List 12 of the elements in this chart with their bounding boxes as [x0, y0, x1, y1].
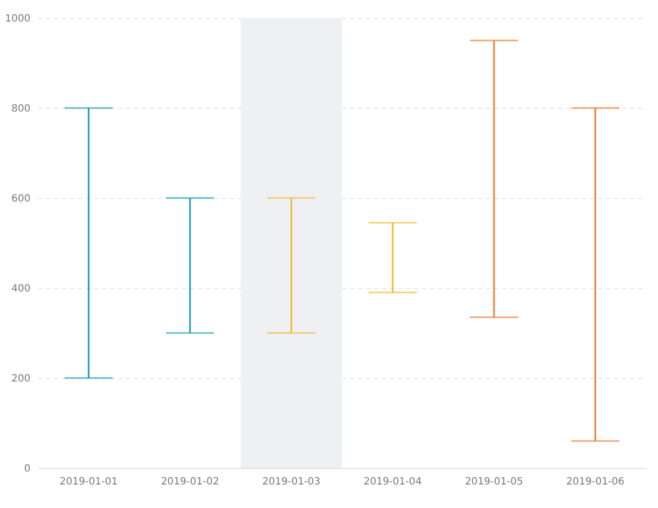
y-tick-label: 1000	[5, 14, 30, 24]
y-tick-label: 400	[11, 284, 30, 294]
x-tick-label: 2019-01-05	[464, 476, 524, 488]
x-tick-label: 2019-01-03	[262, 476, 320, 488]
y-tick-label: 0	[24, 464, 30, 474]
y-tick-label: 800	[11, 104, 30, 114]
y-tick-label: 200	[11, 374, 30, 384]
x-tick-label: 2019-01-04	[364, 476, 422, 488]
x-tick-label: 2019-01-01	[60, 476, 118, 488]
x-tick-label: 2019-01-02	[160, 476, 220, 488]
x-tick-label: 2019-01-06	[566, 476, 624, 488]
y-tick-label: 600	[11, 194, 30, 204]
